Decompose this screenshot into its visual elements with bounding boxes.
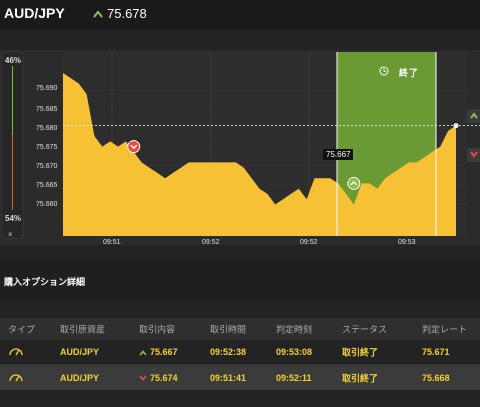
asset-cell: AUD/JPY	[60, 372, 100, 383]
asset-pair-title: AUD/JPY	[4, 5, 65, 21]
entry-marker-down	[127, 140, 141, 154]
speedometer-icon	[8, 345, 24, 359]
y-tick-label: 75.665	[36, 182, 58, 189]
call-ratio: 46%	[5, 56, 22, 65]
x-tick-label: 09:52	[300, 239, 318, 246]
trade-markers	[127, 140, 361, 190]
trade-end-label: 終了	[399, 68, 420, 78]
x-tick-label: 09:52	[202, 239, 220, 246]
chevron-up-icon	[470, 112, 478, 119]
close-indicator-button[interactable]: ×	[8, 230, 13, 239]
status-cell: 取引終了	[342, 347, 379, 358]
judge-rate-cell: 75.668	[422, 372, 450, 383]
judge-time-cell: 09:53:08	[276, 347, 313, 357]
price-area	[63, 73, 456, 236]
direction-cell: 75.674	[139, 373, 178, 383]
y-tick-label: 75.680	[36, 125, 58, 132]
side-up-button	[467, 109, 480, 123]
x-tick-label: 09:51	[103, 239, 121, 246]
column-header: 取引内容	[139, 324, 176, 335]
chevron-down-icon	[130, 144, 138, 150]
trade-time-cell: 09:52:38	[210, 347, 247, 357]
y-tick-label: 75.660	[36, 201, 58, 208]
y-tick-label: 75.685	[36, 106, 58, 113]
asset-cell: AUD/JPY	[60, 347, 100, 357]
entry-marker-up	[347, 176, 361, 190]
up-arrow-icon	[93, 10, 103, 18]
put-ratio: 54%	[5, 214, 22, 223]
current-price-dot	[453, 123, 459, 129]
current-price: 75.678	[107, 6, 147, 21]
section-title: 購入オプション詳細	[4, 277, 86, 287]
judge-time-cell: 09:52:11	[276, 372, 312, 383]
down-arrow-icon	[139, 375, 147, 381]
x-tick-label: 09:53	[398, 239, 416, 246]
chevron-down-icon	[470, 151, 478, 158]
speedometer-icon	[8, 371, 24, 385]
table-row[interactable]: AUD/JPY 75.674 09:51:41 09:52:11 取引終了 75…	[0, 365, 480, 390]
judge-rate-cell: 75.671	[422, 347, 450, 357]
y-tick-label: 75.675	[36, 144, 58, 151]
y-tick-label: 75.690	[36, 85, 58, 92]
direction-cell: 75.667	[139, 347, 178, 357]
side-down-button	[467, 148, 480, 162]
trade-history-table: タイプ 取引原資産 取引内容 取引時間 判定時刻 ステータス 判定レート AUD…	[0, 318, 480, 390]
column-header: タイプ	[8, 324, 36, 335]
column-header: 判定レート	[422, 324, 468, 335]
chevron-up-icon	[350, 180, 358, 186]
purchase-details-section: 購入オプション詳細	[0, 258, 480, 300]
column-header: ステータス	[342, 324, 388, 335]
column-header: 取引原資産	[60, 324, 106, 335]
status-cell: 取引終了	[342, 373, 379, 383]
entry-rate: 75.667	[150, 347, 178, 357]
header-bar: AUD/JPY 75.678	[0, 0, 480, 30]
table-row[interactable]: AUD/JPY 75.667 09:52:38 09:53:08 取引終了 75…	[0, 340, 480, 365]
entry-rate: 75.674	[150, 372, 178, 383]
table-header-row: タイプ 取引原資産 取引内容 取引時間 判定時刻 ステータス 判定レート	[0, 318, 480, 340]
up-arrow-icon	[139, 349, 147, 356]
entry-price-tag: 75.667	[323, 149, 354, 160]
trade-time-cell: 09:51:41	[210, 372, 247, 383]
price-chart[interactable]: 46% 54% × 終了 75.667 75.690 75.685 75.680…	[0, 50, 480, 246]
column-header: 取引時間	[210, 324, 247, 335]
clock-icon	[379, 66, 389, 76]
chart-svg	[0, 50, 480, 245]
column-header: 判定時刻	[276, 324, 313, 335]
y-tick-label: 75.670	[36, 163, 58, 170]
